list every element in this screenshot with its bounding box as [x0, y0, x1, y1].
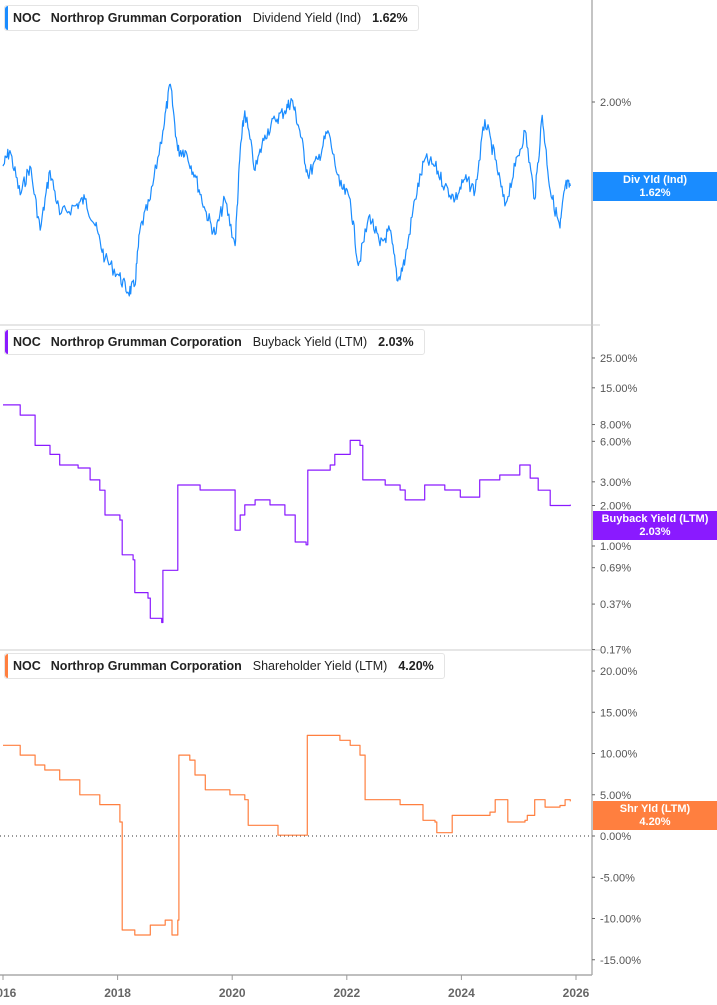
legend-dividend-yield: NOC Northrop Grumman Corporation Dividen… [4, 5, 419, 31]
legend-company: Northrop Grumman Corporation [50, 335, 242, 349]
badge-title: Buyback Yield (LTM) [601, 512, 709, 525]
y-tick-label: -10.00% [600, 914, 641, 926]
badge-value: 1.62% [639, 186, 671, 199]
legend-company: Northrop Grumman Corporation [50, 11, 242, 25]
legend-ticker: NOC [13, 11, 41, 25]
x-tick-label: 2026 [563, 986, 590, 1000]
y-tick-label: 10.00% [600, 749, 638, 761]
y-tick-label: 0.17% [600, 645, 631, 657]
legend-buyback-yield: NOC Northrop Grumman Corporation Buyback… [4, 329, 425, 355]
legend-metric: Dividend Yield (Ind) [252, 11, 362, 25]
legend-ticker: NOC [13, 659, 41, 673]
badge-shareholder-yield: Shr Yld (LTM) 4.20% [593, 801, 717, 830]
legend-value: 2.03% [378, 335, 414, 349]
x-tick-label: 2016 [0, 986, 17, 1000]
badge-title: Shr Yld (LTM) [619, 802, 691, 815]
x-tick-label: 2018 [104, 986, 131, 1000]
y-tick-label: 8.00% [600, 420, 631, 432]
y-tick-label: 25.00% [600, 353, 638, 365]
y-tick-label: 2.00% [600, 501, 631, 513]
y-tick-label: -5.00% [600, 872, 635, 884]
y-tick-label: 15.00% [600, 707, 638, 719]
x-tick-label: 2022 [333, 986, 360, 1000]
badge-buyback-yield: Buyback Yield (LTM) 2.03% [593, 511, 717, 540]
y-tick-label: 1.00% [600, 541, 631, 553]
y-tick-label: -15.00% [600, 955, 641, 967]
y-tick-label: 6.00% [600, 436, 631, 448]
legend-value: 4.20% [398, 659, 434, 673]
badge-value: 2.03% [639, 525, 671, 538]
badge-title: Div Yld (Ind) [623, 173, 687, 186]
legend-company: Northrop Grumman Corporation [50, 659, 242, 673]
y-tick-label: 3.00% [600, 477, 631, 489]
legend-metric: Shareholder Yield (LTM) [252, 659, 388, 673]
legend-color-bar [5, 6, 8, 30]
y-tick-label: 20.00% [600, 666, 638, 678]
series-line-buyback-yield [3, 404, 571, 624]
badge-value: 4.20% [639, 815, 671, 828]
legend-color-bar [5, 330, 8, 354]
legend-color-bar [5, 654, 8, 678]
legend-shareholder-yield: NOC Northrop Grumman Corporation Shareho… [4, 653, 445, 679]
legend-ticker: NOC [13, 335, 41, 349]
series-line-shareholder-yield [3, 734, 571, 936]
y-tick-label: 0.37% [600, 599, 631, 611]
y-tick-label: 15.00% [600, 383, 638, 395]
series-line-dividend-yield [2, 83, 571, 297]
x-tick-label: 2024 [448, 986, 475, 1000]
legend-value: 1.62% [372, 11, 408, 25]
y-tick-label: 0.69% [600, 563, 631, 575]
badge-dividend-yield: Div Yld (Ind) 1.62% [593, 172, 717, 201]
y-tick-label: 0.00% [600, 831, 631, 843]
y-tick-label: 2.00% [600, 97, 631, 109]
legend-metric: Buyback Yield (LTM) [252, 335, 368, 349]
x-tick-label: 2020 [219, 986, 246, 1000]
y-tick-label: 5.00% [600, 790, 631, 802]
